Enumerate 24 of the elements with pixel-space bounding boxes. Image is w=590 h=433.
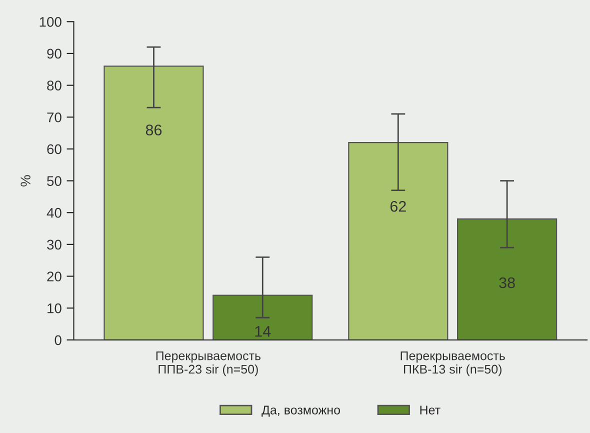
data-label: 86 <box>146 124 162 136</box>
x-tick-label: Перекрываемость ППВ-23 sir (n=50) <box>156 351 261 376</box>
y-tick-label: 80 <box>47 80 62 90</box>
y-tick-label: 70 <box>47 112 62 122</box>
y-tick-label: 0 <box>54 335 62 346</box>
bar <box>104 66 204 340</box>
y-tick-label: 40 <box>46 208 62 218</box>
y-tick-label: 100 <box>40 16 62 27</box>
y-axis-title: % <box>20 175 30 186</box>
y-tick-label: 60 <box>47 144 62 154</box>
y-tick-label: 10 <box>48 303 62 314</box>
bar <box>457 218 558 340</box>
legend-label: Нет <box>420 406 440 414</box>
bar <box>212 294 313 340</box>
y-tick-label: 20 <box>47 272 62 282</box>
legend-label: Да, возможно <box>262 406 340 417</box>
data-label: 38 <box>499 277 515 288</box>
x-tick-label: Перекрываемость ПКВ-13 sir (n=50) <box>400 351 505 376</box>
y-tick-label: 50 <box>47 176 62 186</box>
y-tick-label: 90 <box>47 48 62 59</box>
data-label: 14 <box>255 326 271 337</box>
y-tick-label: 30 <box>47 240 62 250</box>
bar <box>348 142 448 340</box>
data-label: 62 <box>390 200 406 212</box>
